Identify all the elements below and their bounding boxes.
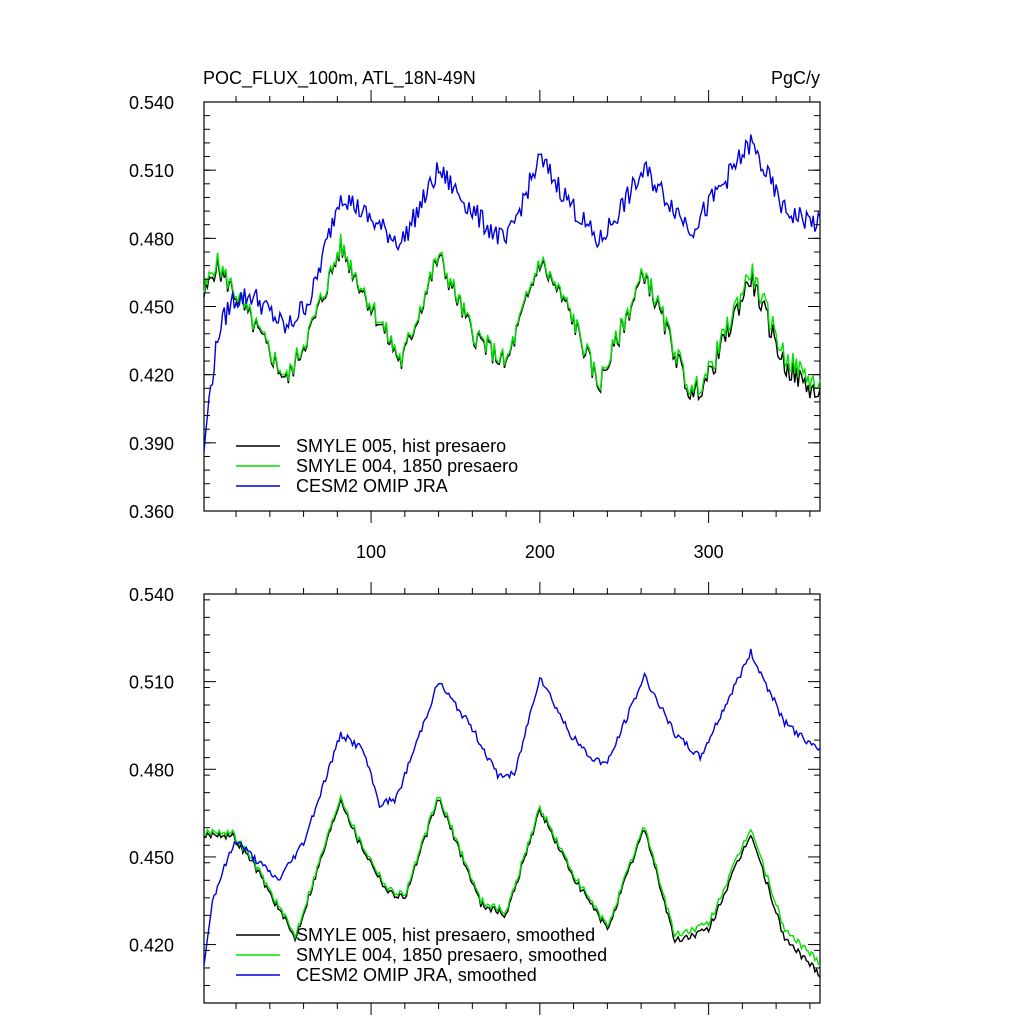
bottom-panel: 0.420 0.450 0.480 0.510 0.540 SMYLE 005, his… <box>129 582 821 1015</box>
bottom-legend: SMYLE 005, hist presaero, smoothedSMYLE … <box>236 925 607 985</box>
top-panel-units: PgC/y <box>771 68 820 88</box>
y-tick-label: 0.510 <box>129 161 174 181</box>
legend-label: SMYLE 005, hist presaero, smoothed <box>296 925 595 945</box>
top-series-layer <box>203 134 821 452</box>
top-tick-layer: 0.360 0.390 0.420 0.450 0.480 0.510 0.540 100 20… <box>129 90 820 562</box>
bottom-plot-frame <box>203 593 821 1004</box>
x-tick-label: 200 <box>525 542 555 562</box>
series-line <box>203 134 821 452</box>
legend-label: CESM2 OMIP JRA, smoothed <box>296 965 537 985</box>
y-tick-label: 0.450 <box>129 298 174 318</box>
y-tick-label: 0.480 <box>129 760 174 780</box>
bottom-series-layer <box>203 648 821 978</box>
top-panel-title: POC_FLUX_100m, ATL_18N-49N <box>203 68 476 89</box>
y-tick-label: 0.420 <box>129 366 174 386</box>
series-line <box>203 648 821 966</box>
top-panel: POC_FLUX_100m, ATL_18N-49N PgC/y 0.3600.… <box>129 68 821 562</box>
bottom-tick-layer: 0.420 0.450 0.480 0.510 0.540 <box>129 582 820 1015</box>
x-tick-label: 100 <box>356 542 386 562</box>
y-tick-label: 0.390 <box>129 434 174 454</box>
legend-label: CESM2 OMIP JRA <box>296 476 448 496</box>
x-tick-label: 300 <box>694 542 724 562</box>
y-tick-label: 0.480 <box>129 229 174 249</box>
legend-label: SMYLE 004, 1850 presaero, smoothed <box>296 945 607 965</box>
y-tick-label: 0.420 <box>129 936 174 956</box>
y-tick-label: 0.450 <box>129 848 174 868</box>
y-tick-label: 0.360 <box>129 502 174 522</box>
series-line <box>203 793 821 967</box>
y-tick-label: 0.510 <box>129 673 174 693</box>
y-tick-label: 0.540 <box>129 93 174 113</box>
legend-label: SMYLE 005, hist presaero <box>296 436 506 456</box>
y-tick-label: 0.540 <box>129 585 174 605</box>
series-line <box>203 796 821 978</box>
legend-label: SMYLE 004, 1850 presaero <box>296 456 518 476</box>
series-line <box>203 234 821 397</box>
